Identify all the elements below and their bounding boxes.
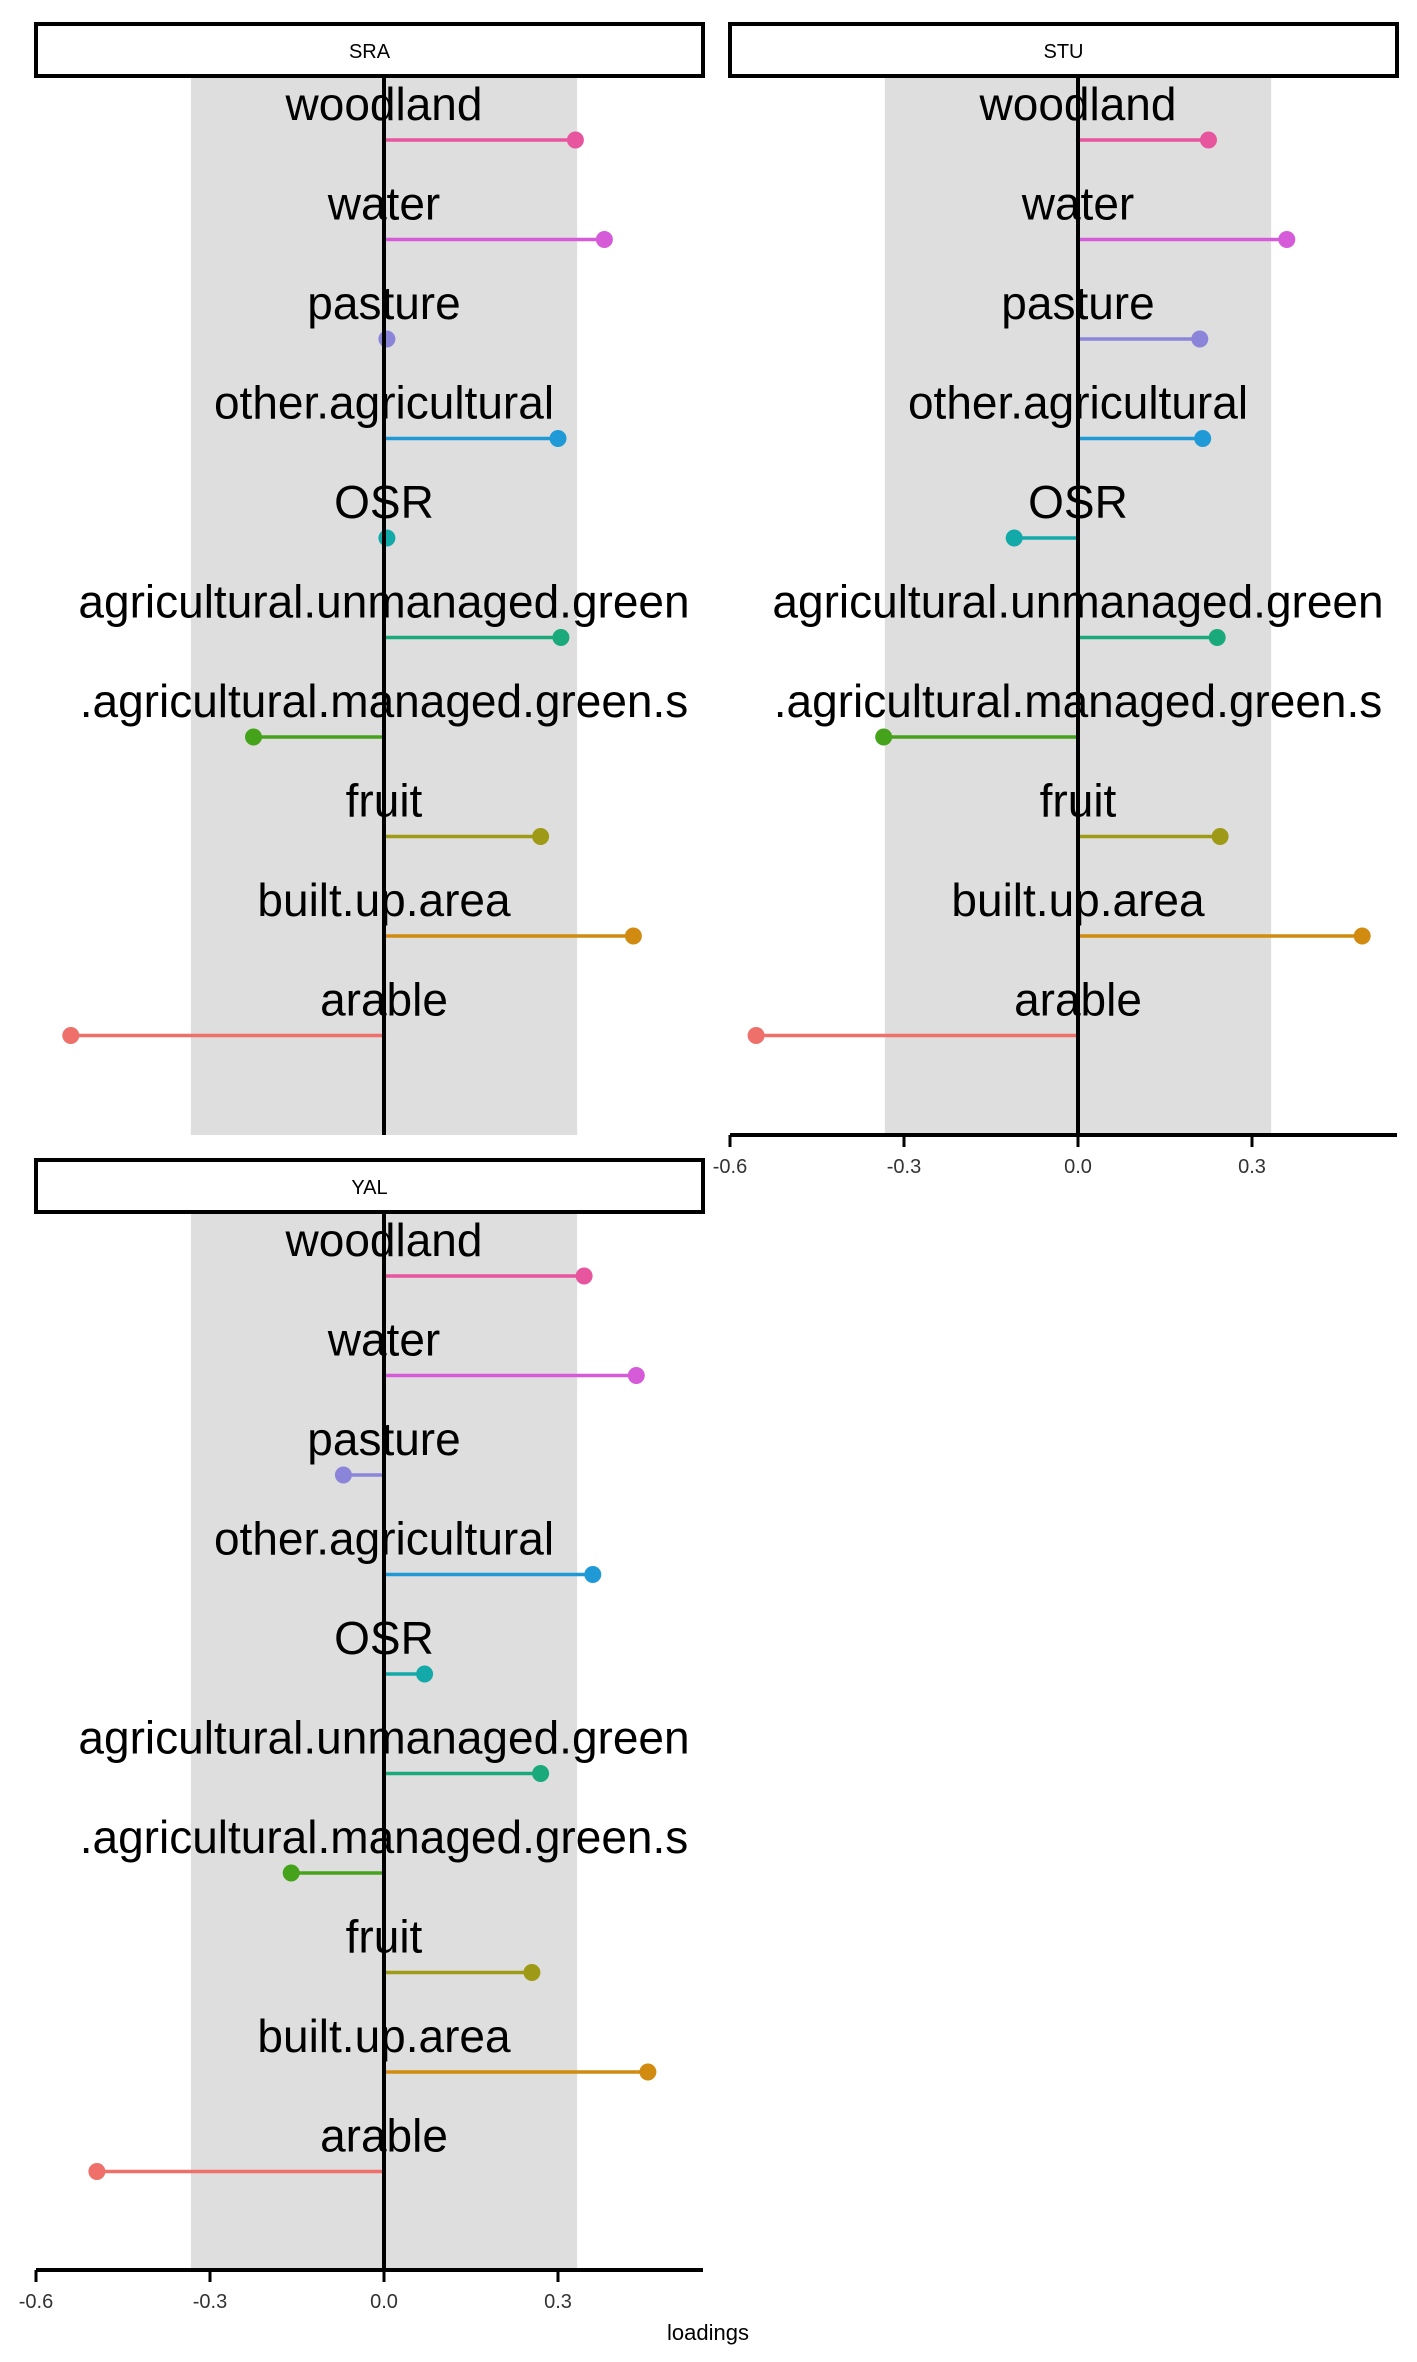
lollipop-point [62,1027,80,1044]
x-axis-title: loadings [667,2320,749,2345]
x-tick-label: -0.6 [19,2291,53,2313]
lollipop-point [1005,529,1023,547]
panel-stu: STU woodlandwaterpastureother.agricultura… [713,22,1399,1178]
lollipop-point [575,1267,593,1285]
lollipop-point [88,2163,106,2180]
lollipop-point [378,330,396,348]
lollipop-point [282,1864,300,1882]
lollipop-point [639,2063,657,2081]
x-tick-label: 0.0 [1064,1156,1092,1178]
x-tick-label: -0.6 [713,1156,747,1178]
lollipop-point [523,1964,541,1981]
x-tick-label: 0.3 [1238,1156,1266,1178]
lollipop-point [584,1566,602,1583]
lollipop-point [1194,430,1212,447]
lollipop-point [1211,828,1229,845]
x-tick-label: 0.0 [370,2291,398,2313]
lollipop-point [1200,131,1217,149]
facet-strip-label: YAL [351,1177,387,1199]
facet-strip-label: SRA [349,41,391,63]
lollipop-point [1353,927,1371,945]
x-tick-label: -0.3 [887,1156,921,1178]
facet-strip-label: STU [1044,41,1084,63]
lollipop-point [624,927,642,945]
panel-yal: YALwoodlandwaterpastureother.agricultura… [19,1158,705,2313]
lollipop-point [549,430,567,447]
lollipop-point [747,1027,765,1044]
facet-strip [34,22,705,78]
lollipop-point [595,231,613,248]
panel-sra: SRAwoodlandwaterpastureother.agricultura… [34,22,705,1135]
facet-strip [34,1158,705,1214]
lollipop-point [875,728,893,746]
lollipop-point [1208,629,1226,646]
facet-strip [728,22,1399,78]
lollipop-point [566,131,584,149]
lollipop-point [532,828,550,845]
lollipop-point [334,1466,352,1484]
lollipop-point [532,1765,550,1782]
lollipop-point [1278,231,1296,248]
x-tick-label: 0.3 [544,2291,572,2313]
x-tick-label: -0.3 [193,2291,227,2313]
lollipop-point [1191,330,1209,348]
lollipop-point [378,529,396,547]
category-labels: woodlandwaterpastureother.agriculturalOS… [772,78,1383,1026]
lollipop-point [416,1665,434,1683]
lollipop-point [552,629,570,646]
lollipop-point [627,1367,645,1384]
lollipop-point [245,728,262,746]
